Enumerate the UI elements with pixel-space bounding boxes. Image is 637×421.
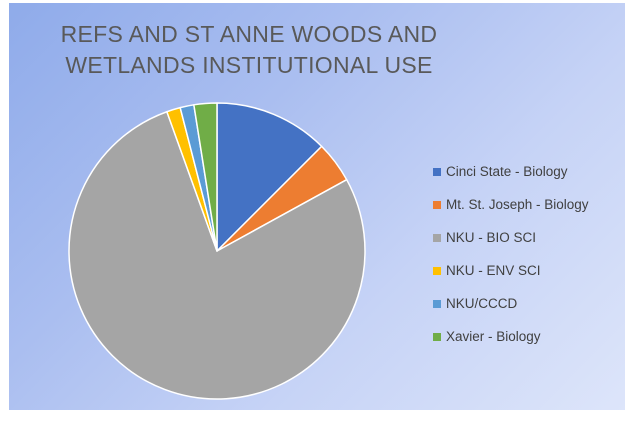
legend-label: NKU/CCCD: [446, 296, 518, 311]
chart-title-line-1: REFS AND ST ANNE WOODS AND: [60, 21, 438, 47]
legend-label: Mt. St. Joseph - Biology: [446, 197, 589, 212]
legend-item-cinci-state-biology: Cinci State - Biology: [433, 163, 623, 186]
chart-area: REFS AND ST ANNE WOODS AND WETLANDS INST…: [9, 3, 625, 410]
legend-item-nku-bio-sci: NKU - BIO SCI: [433, 229, 623, 252]
legend-swatch: [433, 333, 441, 341]
legend-item-nku-cccd: NKU/CCCD: [433, 295, 623, 318]
legend-swatch: [433, 234, 441, 242]
chart-legend: Cinci State - Biology Mt. St. Joseph - B…: [433, 163, 623, 361]
pie-slice-xavier-biology: [193, 102, 218, 252]
chart-title: REFS AND ST ANNE WOODS AND WETLANDS INST…: [49, 19, 449, 81]
legend-swatch: [433, 201, 441, 209]
legend-item-mt-st-joseph-biology: Mt. St. Joseph - Biology: [433, 196, 623, 219]
legend-swatch: [433, 300, 441, 308]
legend-label: Xavier - Biology: [446, 329, 541, 344]
legend-item-xavier-biology: Xavier - Biology: [433, 328, 623, 351]
pie-slice-cinci-state-biology: [216, 102, 323, 252]
legend-label: Cinci State - Biology: [446, 164, 568, 179]
legend-label: NKU - ENV SCI: [446, 263, 541, 278]
chart-title-line-2: WETLANDS INSTITUTIONAL USE: [65, 52, 433, 78]
legend-swatch: [433, 267, 441, 275]
pie-chart: [68, 102, 366, 400]
pie-slice-nku-bio-sci: [68, 111, 366, 400]
legend-item-nku-env-sci: NKU - ENV SCI: [433, 262, 623, 285]
legend-label: NKU - BIO SCI: [446, 230, 537, 245]
legend-swatch: [433, 168, 441, 176]
